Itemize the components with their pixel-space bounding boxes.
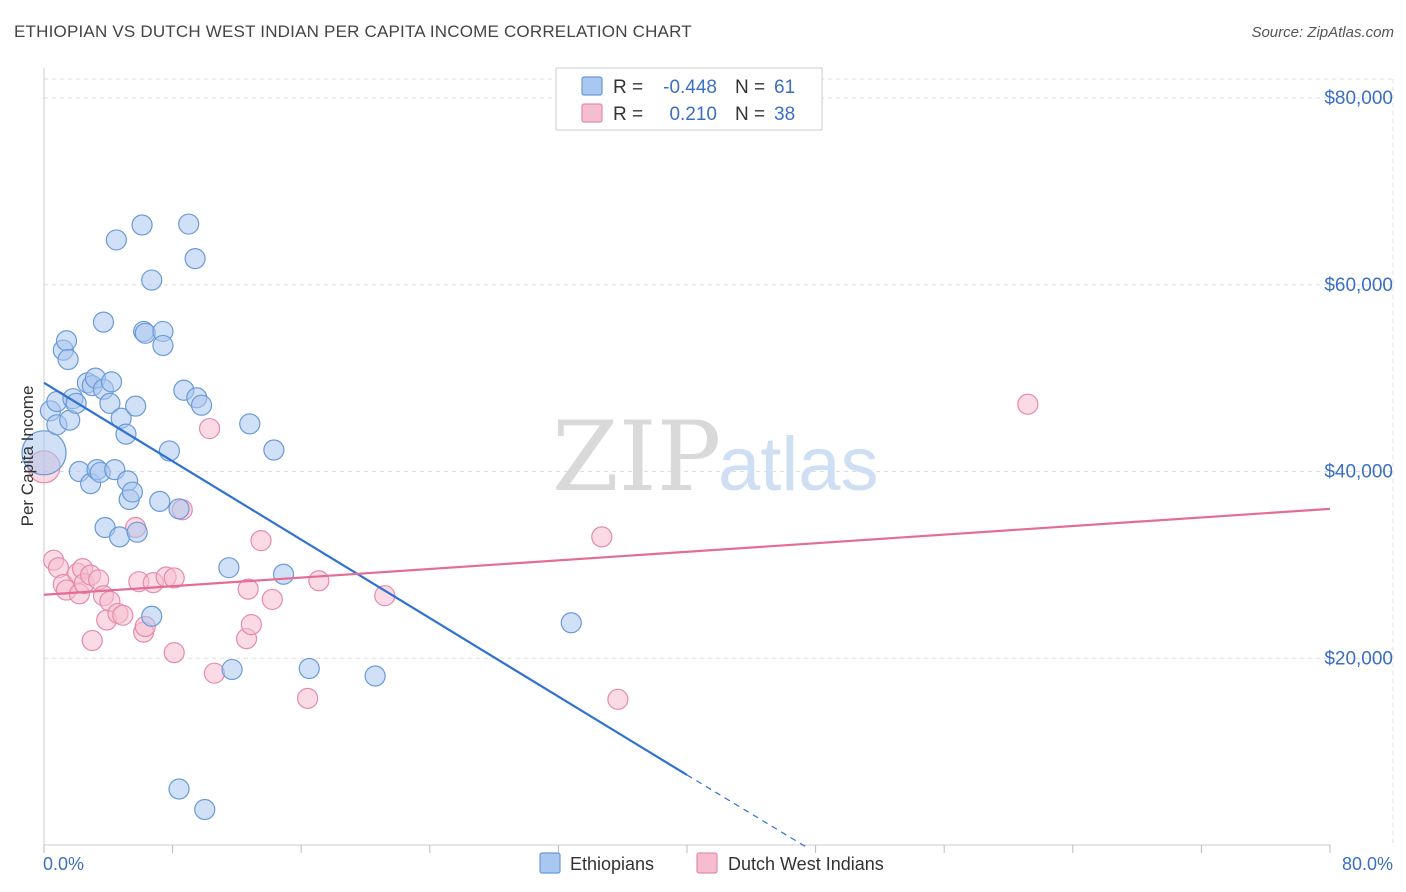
bottom-legend-swatch-ethiopians — [539, 852, 561, 874]
ethiopians-point-53 — [272, 563, 295, 585]
ethiopians-point-29 — [121, 481, 144, 503]
ethiopians-point-50 — [221, 658, 243, 681]
ethiopians-point-52 — [263, 439, 285, 461]
dutch-west-indians-trend-line — [43, 507, 1331, 596]
dutch-west-indians-point-37 — [607, 688, 629, 710]
bottom-legend: Ethiopians Dutch West Indians — [539, 852, 884, 874]
ethiopians-point-26 — [115, 423, 137, 445]
legend-r-label-2: R = — [613, 104, 643, 125]
ethiopians-point-45 — [184, 248, 206, 270]
ethiopians-point-21 — [100, 371, 123, 393]
bottom-legend-label-ethiopians: Ethiopians — [570, 854, 654, 874]
legend-r-value-2: 0.210 — [669, 104, 717, 125]
dutch-west-indians-point-34 — [308, 570, 330, 592]
dutch-west-indians-point-31 — [250, 529, 272, 552]
legend-n-label-1: N = — [735, 77, 765, 98]
ethiopians-point-23 — [105, 229, 127, 251]
trend-lines — [43, 381, 1331, 849]
chart-title: ETHIOPIAN VS DUTCH WEST INDIAN PER CAPIT… — [14, 22, 692, 41]
watermark: ZIP atlas — [552, 401, 879, 513]
ethiopians-point-20 — [99, 392, 121, 414]
dutch-west-indians-point-23 — [163, 567, 185, 589]
ethiopians-point-40 — [158, 440, 180, 462]
legend-n-value-1: 61 — [774, 77, 795, 98]
ethiopians-point-47 — [190, 394, 213, 416]
dutch-west-indians-point-10 — [81, 629, 103, 652]
dutch-west-indians-point-29 — [237, 578, 259, 600]
ethiopians-point-48 — [194, 798, 216, 821]
y-tick-label-2: $60,000 — [1324, 275, 1393, 296]
ethiopians-point-36 — [141, 605, 163, 627]
x-tick-label-max: 80.0% — [1342, 854, 1393, 874]
y-tick-label-1: $40,000 — [1324, 462, 1393, 483]
watermark-zip-text: ZIP — [552, 401, 721, 513]
ethiopians-point-51 — [239, 413, 261, 435]
y-tick-labels: $20,000 $40,000 $60,000 $80,000 — [1324, 88, 1393, 669]
legend-swatch-dutch-west-indians — [581, 103, 603, 123]
ethiopians-point-18 — [92, 311, 115, 333]
ethiopians-point-24 — [108, 526, 131, 548]
ethiopians-point-37 — [149, 490, 171, 512]
ethiopians-point-44 — [178, 213, 200, 235]
ethiopians-point-54 — [298, 657, 320, 680]
source-credit: Source: ZipAtlas.com — [1251, 24, 1394, 41]
ethiopians-point-42 — [168, 778, 190, 800]
ethiopians-point-41 — [168, 498, 190, 520]
dutch-west-indians-point-27 — [203, 662, 225, 684]
ethiopians-points — [21, 213, 582, 821]
y-tick-label-0: $20,000 — [1324, 648, 1393, 669]
dutch-west-indians-point-24 — [163, 642, 185, 664]
legend-n-value-2: 38 — [774, 104, 795, 125]
dutch-west-indians-point-36 — [591, 526, 613, 548]
ethiopians-point-56 — [560, 612, 582, 634]
ethiopians-point-6 — [57, 348, 79, 371]
ethiopians-trend-line — [43, 381, 688, 776]
dutch-west-indians-point-16 — [112, 604, 134, 626]
dutch-west-indians-point-38 — [1017, 393, 1039, 415]
dutch-west-indians-point-32 — [261, 588, 283, 611]
ethiopians-point-34 — [134, 322, 156, 344]
legend-swatch-ethiopians — [581, 76, 603, 96]
legend-box: R = -0.448 N = 61 R = 0.210 N = 38 — [555, 67, 823, 131]
dutch-west-indians-point-26 — [198, 417, 221, 440]
ethiopians-point-55 — [364, 665, 386, 687]
legend-r-label-1: R = — [613, 77, 643, 98]
ethiopians-point-0 — [21, 430, 67, 476]
bottom-legend-label-dutch-west-indians: Dutch West Indians — [728, 854, 884, 874]
ethiopians-point-49 — [218, 557, 240, 579]
y-tick-label-3: $80,000 — [1324, 88, 1393, 109]
legend-n-label-2: N = — [735, 104, 765, 125]
dutch-west-indians-point-33 — [297, 687, 319, 710]
ethiopians-point-30 — [125, 395, 147, 417]
dutch-west-indians-points — [27, 393, 1039, 710]
ethiopians-point-35 — [141, 269, 163, 291]
ethiopians-point-31 — [126, 521, 148, 543]
ethiopians-point-39 — [152, 334, 174, 357]
x-tick-label-min: 0.0% — [43, 854, 84, 874]
legend-r-value-1: -0.448 — [663, 77, 717, 98]
dutch-west-indians-point-30 — [240, 614, 262, 636]
ethiopians-point-32 — [131, 214, 153, 236]
ethiopians-point-5 — [55, 330, 78, 352]
ethiopians-trend-extension — [686, 774, 808, 849]
bottom-legend-swatch-dutch-west-indians — [696, 852, 718, 874]
watermark-atlas-text: atlas — [718, 422, 879, 507]
y-axis-title: Per Capita Income — [18, 386, 37, 527]
